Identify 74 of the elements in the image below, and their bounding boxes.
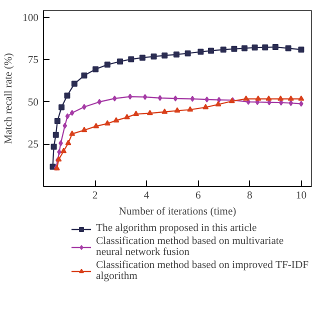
point — [146, 110, 153, 116]
point — [64, 92, 70, 99]
point — [112, 96, 117, 102]
point — [117, 58, 124, 64]
point — [58, 104, 65, 110]
x-tick-label: 8 — [246, 190, 252, 202]
point — [288, 100, 294, 106]
point — [288, 95, 294, 101]
point — [162, 108, 168, 114]
point — [184, 50, 191, 56]
point — [266, 95, 272, 101]
point — [81, 72, 88, 78]
point — [142, 94, 148, 100]
point — [252, 44, 258, 51]
legend-label: Classification method based on improved TF-IDF algorithm — [96, 260, 309, 282]
y-axis-title: Match recall rate (%) — [4, 52, 15, 144]
x-axis-title: Number of iterations (time) — [118, 206, 237, 218]
point — [128, 94, 132, 100]
point — [65, 140, 72, 146]
y-tick-label: 50 — [28, 97, 38, 108]
point — [60, 148, 67, 154]
point — [93, 122, 100, 128]
point — [50, 144, 57, 150]
point — [113, 117, 120, 122]
point — [242, 45, 248, 52]
x-tick-label: 6 — [195, 190, 202, 202]
point — [104, 62, 110, 68]
point — [104, 120, 110, 126]
point — [71, 80, 78, 87]
point — [298, 46, 304, 53]
point — [215, 101, 222, 106]
point — [272, 44, 278, 50]
point — [62, 122, 68, 129]
point — [243, 95, 250, 101]
y-tick-label: 75 — [28, 55, 38, 66]
point — [162, 52, 168, 59]
point — [255, 95, 262, 101]
point — [54, 118, 60, 124]
x-tick-label: 2 — [92, 190, 98, 202]
point — [150, 54, 157, 60]
point — [220, 46, 226, 53]
y-tick-label: 25 — [28, 140, 38, 151]
point — [139, 54, 146, 61]
point — [158, 94, 162, 101]
point — [65, 113, 70, 120]
point — [298, 95, 304, 101]
point — [128, 56, 134, 62]
point — [173, 96, 178, 102]
point — [52, 132, 59, 138]
point — [208, 48, 214, 54]
y-tick-label: 100 — [22, 12, 38, 24]
point — [133, 110, 140, 116]
point — [285, 45, 292, 52]
point — [187, 106, 194, 112]
point — [216, 96, 222, 103]
point — [278, 95, 284, 101]
x-tick-label: 4 — [144, 190, 150, 202]
point — [204, 96, 210, 103]
point — [202, 104, 209, 110]
point — [198, 48, 204, 55]
point — [92, 66, 99, 72]
point — [262, 44, 268, 50]
legend-label: The algorithm proposed in this article — [96, 223, 257, 234]
point — [231, 46, 238, 52]
point — [190, 96, 195, 102]
x-tick-label: 10 — [296, 190, 307, 202]
point — [70, 110, 74, 116]
point — [174, 107, 180, 113]
legend-label: Classification method based on multivariate neural network fusion — [96, 236, 284, 258]
point — [173, 52, 180, 58]
point — [81, 126, 88, 132]
point — [69, 130, 76, 136]
point — [124, 114, 130, 120]
point — [97, 98, 102, 105]
